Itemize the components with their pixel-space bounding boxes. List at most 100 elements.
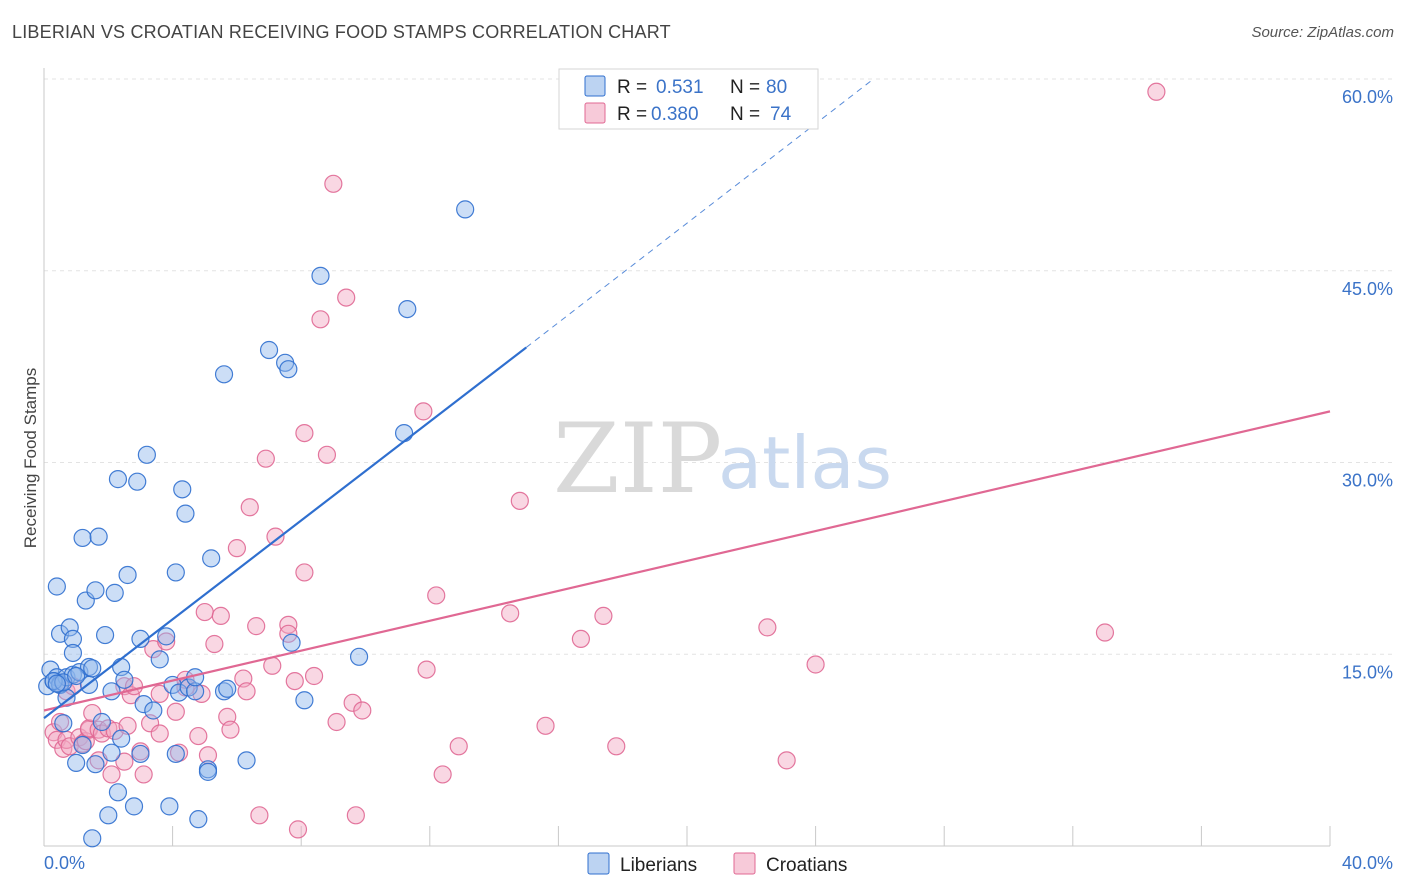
liberian-point <box>198 762 218 781</box>
croatians-r-value: 0.380 <box>651 104 699 125</box>
croatian-point <box>295 423 314 443</box>
chart-title: LIBERIAN VS CROATIAN RECEIVING FOOD STAM… <box>12 22 671 42</box>
croatian-point <box>166 702 185 721</box>
y-tick-labels: 15.0% 30.0% 45.0% 60.0% <box>1342 87 1393 682</box>
liberian-point <box>282 633 301 652</box>
liberian-point <box>67 753 86 773</box>
croatian-point <box>594 606 613 626</box>
croatian-point <box>250 806 269 825</box>
croatians-n-value: 74 <box>770 104 792 125</box>
croatian-point <box>266 527 285 546</box>
croatians-swatch <box>584 102 606 124</box>
croatian-point <box>510 491 529 510</box>
croatian-point <box>1147 82 1166 101</box>
trendlines <box>43 78 1331 720</box>
croatians-n-label: N = <box>730 104 760 125</box>
croatian-point <box>221 720 240 739</box>
liberian-point <box>398 300 417 319</box>
liberian-point <box>102 743 121 762</box>
liberian-point <box>89 527 108 546</box>
liberian-point <box>169 683 189 702</box>
liberian-point <box>99 806 118 825</box>
croatian-point <box>317 445 337 464</box>
croatian-point <box>353 701 372 720</box>
y-tick-label: 60.0% <box>1342 87 1393 107</box>
croatian-point <box>427 586 446 605</box>
liberian-point <box>134 695 153 714</box>
croatian-point <box>211 606 230 626</box>
liberian-point <box>83 829 102 848</box>
liberian-point <box>176 504 195 523</box>
x-tick-label-left: 0.0% <box>44 853 85 873</box>
croatian-point <box>205 634 224 654</box>
liberian-point <box>311 266 330 285</box>
croatian-point <box>288 820 308 839</box>
liberian-point <box>92 712 111 732</box>
liberians-points <box>38 200 475 848</box>
croatian-point <box>237 682 256 701</box>
liberians-swatch <box>584 75 606 97</box>
croatian-point <box>189 726 208 746</box>
liberian-point <box>202 549 221 568</box>
croatian-point <box>806 655 825 674</box>
croatian-point <box>758 618 777 637</box>
watermark-atlas: atlas <box>718 421 892 505</box>
liberian-point <box>47 674 66 693</box>
croatian-point <box>536 716 555 735</box>
liberian-point <box>86 581 105 600</box>
liberian-point <box>105 583 124 602</box>
liberian-point <box>144 701 163 720</box>
axes <box>43 68 1331 847</box>
croatian-point <box>343 693 362 712</box>
croatian-point <box>102 765 121 784</box>
liberian-point <box>173 480 192 499</box>
x-tick-label-right: 40.0% <box>1342 853 1393 873</box>
liberian-point <box>131 629 150 649</box>
liberian-point <box>259 340 279 360</box>
liberian-point <box>83 659 102 678</box>
liberian-point <box>456 200 475 219</box>
legend-liberians-swatch <box>587 852 610 875</box>
liberian-point <box>214 682 234 701</box>
croatians-r-label: R = <box>617 104 647 125</box>
liberian-point <box>295 691 314 710</box>
liberian-point <box>131 744 150 764</box>
croatian-point <box>571 629 591 649</box>
liberian-point <box>124 797 144 816</box>
legend-croatians-swatch <box>733 852 756 875</box>
liberian-point <box>157 627 176 646</box>
liberian-point <box>237 751 256 770</box>
liberian-point <box>186 682 205 701</box>
croatian-point <box>327 712 346 732</box>
liberian-point <box>86 755 105 774</box>
liberian-point <box>60 618 79 637</box>
croatian-point <box>134 765 153 784</box>
liberian-point <box>112 729 131 748</box>
croatian-point <box>607 737 626 756</box>
series-legend: Liberians Croatians <box>587 852 847 876</box>
croatian-point <box>295 563 314 582</box>
liberian-point <box>394 423 414 443</box>
liberian-point <box>115 670 134 689</box>
liberian-point <box>128 472 147 491</box>
croatian-point <box>433 765 452 784</box>
liberians-n-label: N = <box>730 77 760 98</box>
liberian-point <box>150 650 169 669</box>
liberian-point <box>63 643 83 663</box>
liberians-r-value: 0.531 <box>656 77 704 98</box>
croatian-point <box>449 737 468 756</box>
croatian-point <box>414 402 433 421</box>
croatian-point <box>501 604 520 623</box>
y-tick-label: 30.0% <box>1342 471 1393 491</box>
liberian-point <box>108 783 128 802</box>
liberian-point <box>160 797 179 816</box>
liberian-point <box>73 528 92 548</box>
liberian-point <box>67 666 86 686</box>
liberians-r-label: R = <box>617 77 647 98</box>
croatian-point <box>256 449 275 468</box>
liberian-point <box>118 565 137 585</box>
croatian-point <box>150 684 169 703</box>
liberian-point <box>63 629 83 649</box>
legend-croatians-label: Croatians <box>766 855 847 876</box>
